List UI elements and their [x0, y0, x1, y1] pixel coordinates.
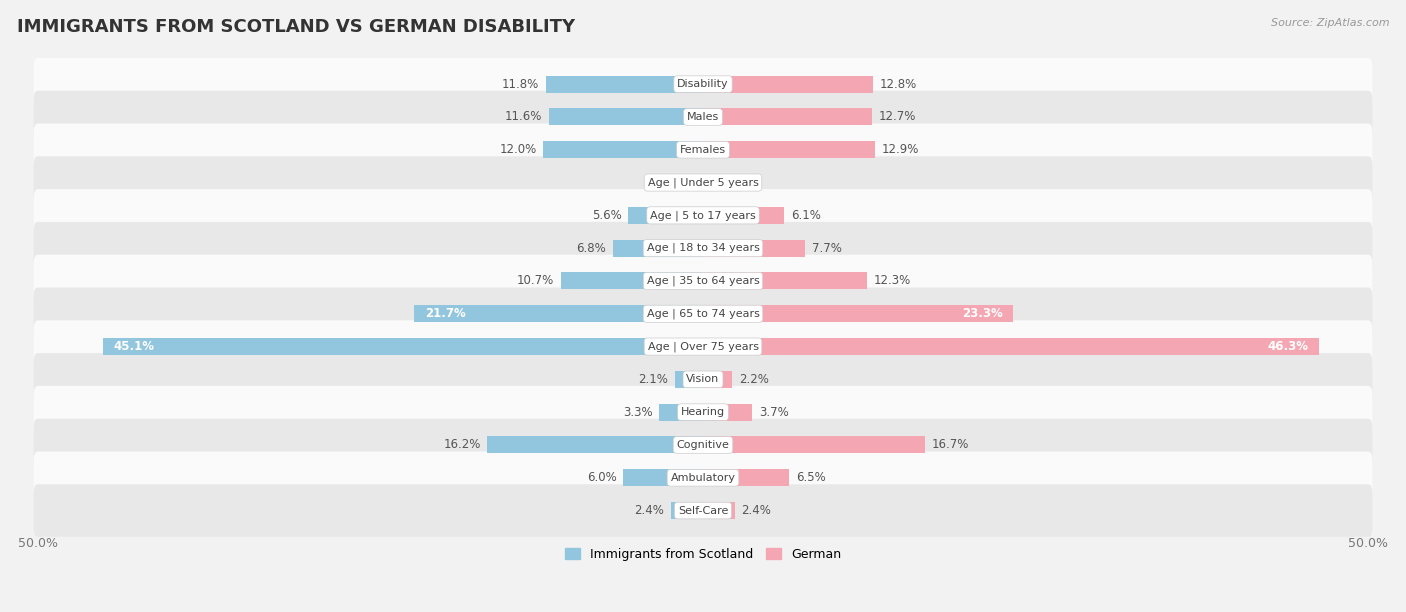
FancyBboxPatch shape [34, 58, 1372, 110]
Bar [659, 404, 703, 420]
FancyBboxPatch shape [34, 222, 1372, 274]
Bar [703, 404, 752, 420]
Text: 23.3%: 23.3% [962, 307, 1002, 320]
Bar [703, 141, 875, 159]
Bar [415, 305, 703, 323]
Text: 6.8%: 6.8% [576, 242, 606, 255]
Bar [703, 240, 806, 256]
Text: 2.1%: 2.1% [638, 373, 668, 386]
Text: 11.6%: 11.6% [505, 110, 541, 124]
FancyBboxPatch shape [34, 353, 1372, 406]
Bar [546, 76, 703, 92]
Text: Cognitive: Cognitive [676, 440, 730, 450]
Text: IMMIGRANTS FROM SCOTLAND VS GERMAN DISABILITY: IMMIGRANTS FROM SCOTLAND VS GERMAN DISAB… [17, 18, 575, 36]
Text: Males: Males [688, 112, 718, 122]
FancyBboxPatch shape [34, 255, 1372, 307]
Text: Age | 35 to 64 years: Age | 35 to 64 years [647, 276, 759, 286]
Text: 7.7%: 7.7% [813, 242, 842, 255]
Bar [703, 338, 1319, 355]
Text: 46.3%: 46.3% [1267, 340, 1309, 353]
Text: 16.2%: 16.2% [443, 438, 481, 452]
Text: Age | 5 to 17 years: Age | 5 to 17 years [650, 210, 756, 220]
Bar [703, 436, 925, 453]
Bar [671, 502, 703, 519]
Bar [561, 272, 703, 289]
Text: 12.7%: 12.7% [879, 110, 917, 124]
Bar [623, 469, 703, 487]
Text: 6.1%: 6.1% [790, 209, 821, 222]
Text: Age | 65 to 74 years: Age | 65 to 74 years [647, 308, 759, 319]
Text: Hearing: Hearing [681, 407, 725, 417]
FancyBboxPatch shape [34, 484, 1372, 537]
Text: 2.4%: 2.4% [634, 504, 665, 517]
Text: 3.7%: 3.7% [759, 406, 789, 419]
Bar [703, 305, 1014, 323]
Text: 45.1%: 45.1% [114, 340, 155, 353]
Bar [488, 436, 703, 453]
Text: Age | Over 75 years: Age | Over 75 years [648, 341, 758, 352]
FancyBboxPatch shape [34, 419, 1372, 471]
FancyBboxPatch shape [34, 386, 1372, 438]
Text: Age | Under 5 years: Age | Under 5 years [648, 177, 758, 188]
Bar [703, 371, 733, 388]
Text: 11.8%: 11.8% [502, 78, 540, 91]
Text: 12.8%: 12.8% [880, 78, 917, 91]
Text: 6.5%: 6.5% [796, 471, 825, 484]
Bar [703, 469, 790, 487]
FancyBboxPatch shape [34, 320, 1372, 373]
FancyBboxPatch shape [34, 452, 1372, 504]
Text: 5.6%: 5.6% [592, 209, 621, 222]
Bar [548, 108, 703, 125]
FancyBboxPatch shape [34, 91, 1372, 143]
Bar [703, 174, 725, 191]
Text: Disability: Disability [678, 79, 728, 89]
FancyBboxPatch shape [34, 156, 1372, 209]
Bar [703, 272, 866, 289]
Text: 12.0%: 12.0% [499, 143, 537, 156]
Bar [703, 502, 735, 519]
Legend: Immigrants from Scotland, German: Immigrants from Scotland, German [560, 543, 846, 566]
Text: Ambulatory: Ambulatory [671, 472, 735, 483]
Text: 1.7%: 1.7% [733, 176, 762, 189]
Text: 16.7%: 16.7% [932, 438, 969, 452]
Bar [103, 338, 703, 355]
Bar [703, 207, 785, 224]
Text: Females: Females [681, 145, 725, 155]
Bar [675, 371, 703, 388]
FancyBboxPatch shape [34, 288, 1372, 340]
Text: Self-Care: Self-Care [678, 506, 728, 515]
Text: 12.3%: 12.3% [873, 274, 911, 288]
Text: 6.0%: 6.0% [586, 471, 616, 484]
Text: 21.7%: 21.7% [425, 307, 465, 320]
Text: 10.7%: 10.7% [517, 274, 554, 288]
Text: 3.3%: 3.3% [623, 406, 652, 419]
FancyBboxPatch shape [34, 124, 1372, 176]
Text: 2.4%: 2.4% [741, 504, 772, 517]
FancyBboxPatch shape [34, 189, 1372, 242]
Text: Source: ZipAtlas.com: Source: ZipAtlas.com [1271, 18, 1389, 28]
Bar [543, 141, 703, 159]
Bar [685, 174, 703, 191]
Bar [703, 108, 872, 125]
Bar [613, 240, 703, 256]
Bar [628, 207, 703, 224]
Text: 1.4%: 1.4% [648, 176, 678, 189]
Text: 12.9%: 12.9% [882, 143, 918, 156]
Text: 2.2%: 2.2% [740, 373, 769, 386]
Text: Vision: Vision [686, 375, 720, 384]
Bar [703, 76, 873, 92]
Text: Age | 18 to 34 years: Age | 18 to 34 years [647, 243, 759, 253]
